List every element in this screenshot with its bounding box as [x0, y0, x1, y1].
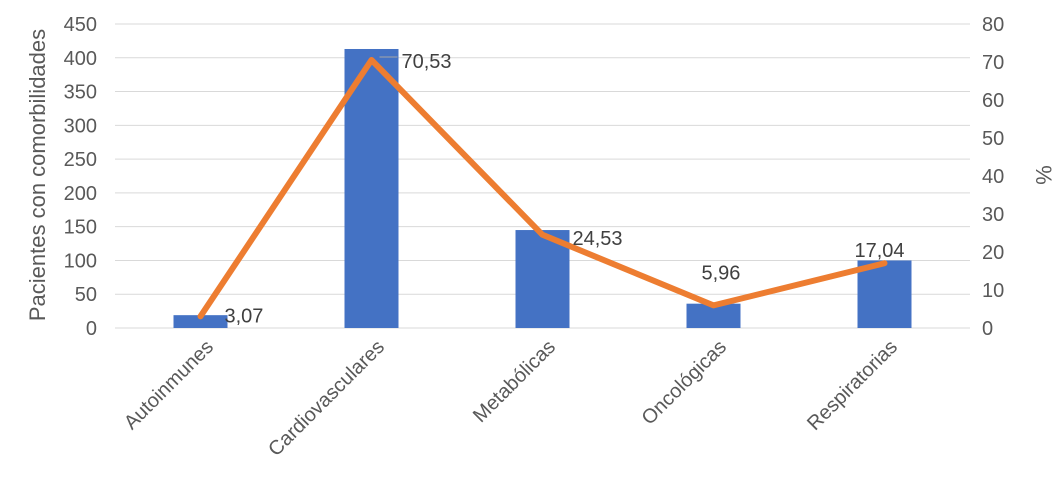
right-tick-label: 50 [982, 128, 1004, 150]
left-axis-title: Pacientes con comorbilidades [25, 29, 50, 321]
data-label: 24,53 [573, 228, 623, 250]
right-tick-label: 30 [982, 204, 1004, 226]
category-label: Cardiovasculares [264, 336, 389, 461]
left-tick-label: 100 [64, 250, 97, 272]
right-axis-title: % [1031, 165, 1054, 185]
right-tick-label: 80 [982, 14, 1004, 36]
data-labels: 3,07 70,53 24,53 5,96 17,04 [225, 51, 905, 327]
right-tick-label: 40 [982, 166, 1004, 188]
right-tick-label: 60 [982, 90, 1004, 112]
bar [173, 315, 228, 328]
bar [515, 230, 570, 328]
category-label: Oncológicas [638, 336, 731, 429]
line-path [197, 56, 888, 320]
right-tick-label: 70 [982, 52, 1004, 74]
left-tick-label: 300 [64, 115, 97, 137]
data-label: 3,07 [225, 305, 264, 327]
bar [857, 260, 912, 328]
data-label: 17,04 [855, 240, 905, 262]
line-series [197, 56, 888, 320]
right-axis-ticks: 0 10 20 30 40 50 60 70 80 [982, 14, 1004, 340]
left-tick-label: 150 [64, 217, 97, 239]
right-tick-label: 10 [982, 280, 1004, 302]
left-tick-label: 250 [64, 149, 97, 171]
left-tick-label: 350 [64, 82, 97, 104]
left-axis-ticks: 0 50 100 150 200 250 300 350 400 450 [64, 14, 97, 340]
category-label: Metabólicas [469, 336, 560, 427]
right-tick-label: 20 [982, 242, 1004, 264]
data-label: 70,53 [402, 51, 452, 73]
left-tick-label: 450 [64, 14, 97, 36]
bar [344, 48, 399, 329]
category-axis-labels: Autoinmunes Cardiovasculares Metabólicas On… [120, 336, 902, 461]
left-tick-label: 0 [86, 318, 97, 340]
data-label: 5,96 [702, 262, 741, 284]
bar-series [173, 48, 912, 329]
category-label: Autoinmunes [120, 336, 218, 434]
left-tick-label: 200 [64, 183, 97, 205]
left-tick-label: 400 [64, 48, 97, 70]
category-label: Respiratorias [803, 336, 902, 435]
left-tick-label: 50 [75, 284, 97, 306]
right-tick-label: 0 [982, 318, 993, 340]
